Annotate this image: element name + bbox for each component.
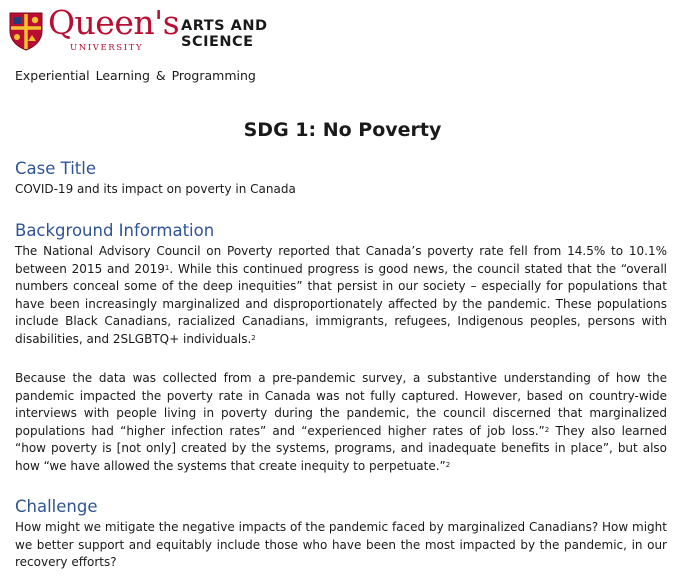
footnote-ref: 2 (251, 333, 256, 342)
logo-subtitle: UNIVERSITY (70, 43, 144, 53)
case-title-text: COVID-19 and its impact on poverty in Ca… (15, 182, 296, 196)
challenge-text: How might we mitigate the negative impac… (15, 520, 667, 569)
header: Queen's UNIVERSITY ARTS AND SCIENCE (8, 3, 308, 54)
logo-wordmark: Queen's (48, 3, 180, 42)
challenge-heading: Challenge (15, 497, 98, 516)
faculty-name: ARTS AND SCIENCE (181, 18, 268, 50)
case-title-heading: Case Title (15, 159, 96, 178)
footnote-ref: 2 (445, 460, 451, 469)
background-paragraph-1: The National Advisory Council on Poverty… (15, 244, 667, 346)
background-heading: Background Information (15, 221, 215, 240)
footnote-ref: 2 (544, 425, 550, 434)
background-paragraph-2: Because the data was collected from a pr… (15, 371, 667, 473)
faculty-line-1: ARTS AND (181, 18, 268, 34)
department-name: Experiential Learning & Programming (15, 68, 256, 83)
page-title: SDG 1: No Poverty (243, 119, 442, 141)
queens-crest-icon (9, 12, 43, 51)
footnote-ref: 1 (164, 263, 170, 272)
faculty-line-2: SCIENCE (181, 34, 254, 50)
